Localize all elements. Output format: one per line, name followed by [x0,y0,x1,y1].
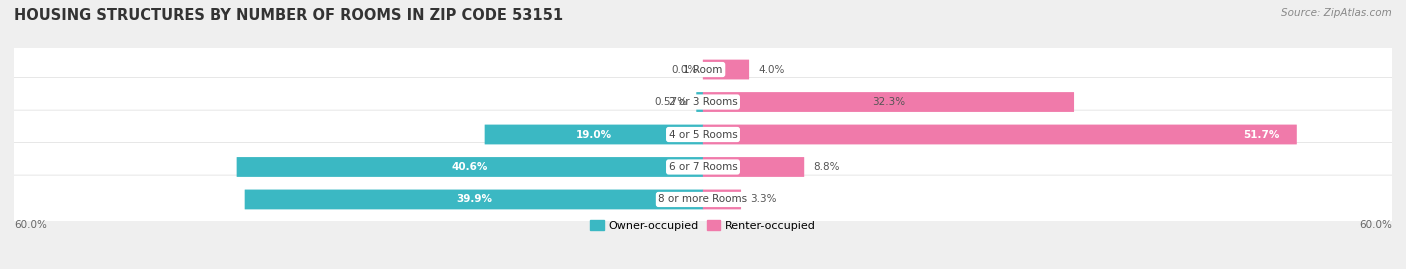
FancyBboxPatch shape [696,92,703,112]
Text: 51.7%: 51.7% [1243,129,1279,140]
Text: 60.0%: 60.0% [1360,220,1392,230]
Text: 1 Room: 1 Room [683,65,723,75]
Legend: Owner-occupied, Renter-occupied: Owner-occupied, Renter-occupied [586,216,820,236]
Text: 3.3%: 3.3% [749,194,776,204]
Text: HOUSING STRUCTURES BY NUMBER OF ROOMS IN ZIP CODE 53151: HOUSING STRUCTURES BY NUMBER OF ROOMS IN… [14,8,564,23]
FancyBboxPatch shape [11,175,1395,224]
FancyBboxPatch shape [11,143,1395,191]
Text: 8 or more Rooms: 8 or more Rooms [658,194,748,204]
FancyBboxPatch shape [485,125,703,144]
FancyBboxPatch shape [11,110,1395,159]
FancyBboxPatch shape [236,157,703,177]
FancyBboxPatch shape [703,190,741,209]
Text: 32.3%: 32.3% [872,97,905,107]
Text: 60.0%: 60.0% [14,220,46,230]
FancyBboxPatch shape [703,60,749,79]
Text: 0.57%: 0.57% [654,97,688,107]
Text: 2 or 3 Rooms: 2 or 3 Rooms [669,97,737,107]
Text: 19.0%: 19.0% [576,129,612,140]
FancyBboxPatch shape [703,157,804,177]
FancyBboxPatch shape [11,45,1395,94]
Text: 6 or 7 Rooms: 6 or 7 Rooms [669,162,737,172]
Text: 39.9%: 39.9% [456,194,492,204]
FancyBboxPatch shape [11,78,1395,126]
FancyBboxPatch shape [245,190,703,209]
FancyBboxPatch shape [703,125,1296,144]
FancyBboxPatch shape [703,92,1074,112]
Text: 0.0%: 0.0% [671,65,697,75]
Text: 4 or 5 Rooms: 4 or 5 Rooms [669,129,737,140]
Text: 4.0%: 4.0% [758,65,785,75]
Text: 8.8%: 8.8% [813,162,839,172]
Text: 40.6%: 40.6% [451,162,488,172]
Text: Source: ZipAtlas.com: Source: ZipAtlas.com [1281,8,1392,18]
